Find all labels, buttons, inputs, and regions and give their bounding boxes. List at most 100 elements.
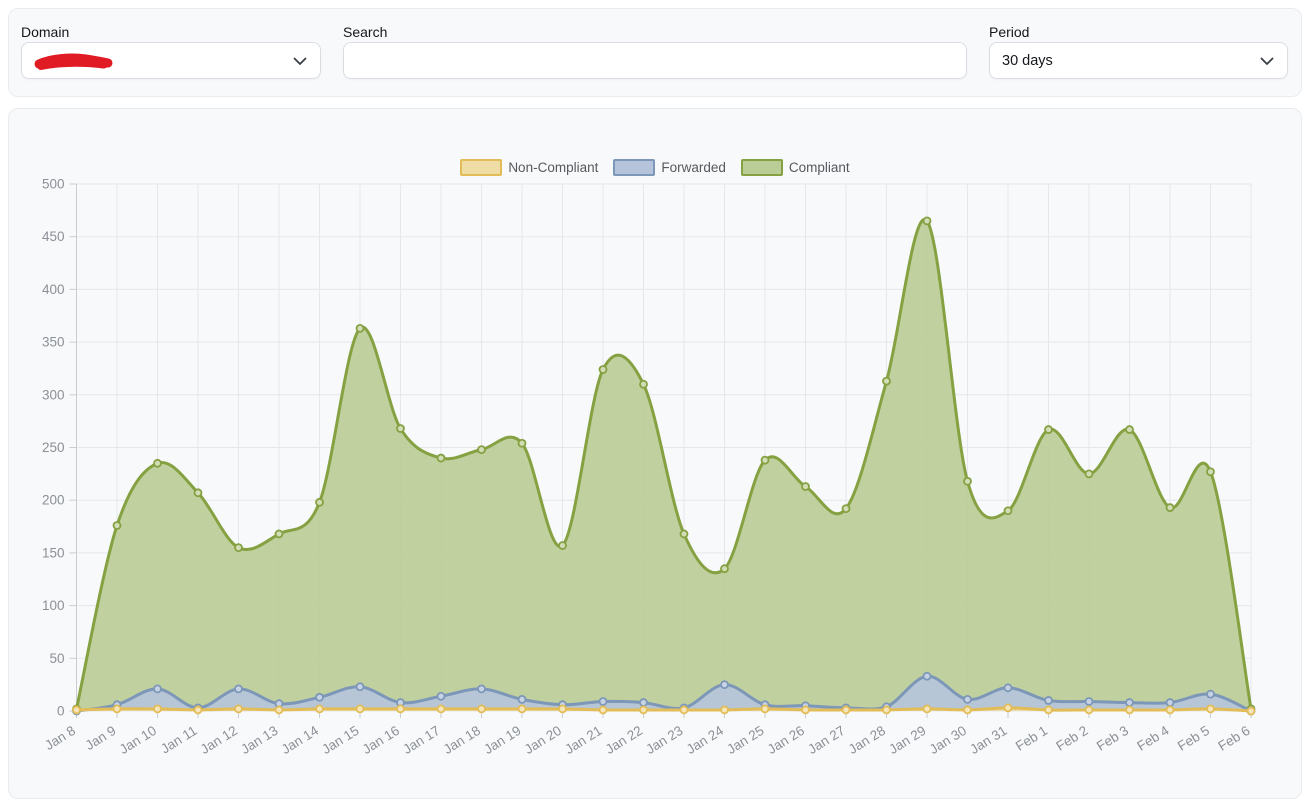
chart-legend: Non-Compliant Forwarded Compliant (9, 159, 1301, 176)
point-non-compliant[interactable] (1165, 705, 1175, 715)
point-non-compliant[interactable] (922, 704, 932, 714)
x-tick-label: Jan 23 (643, 723, 685, 757)
legend-label: Non-Compliant (508, 160, 599, 175)
point-forwarded[interactable] (1206, 689, 1215, 699)
point-compliant[interactable] (882, 376, 891, 386)
point-non-compliant[interactable] (1206, 704, 1215, 714)
point-forwarded[interactable] (436, 691, 446, 701)
point-compliant[interactable] (720, 564, 729, 574)
point-compliant[interactable] (1003, 506, 1013, 516)
point-compliant[interactable] (477, 445, 486, 455)
point-compliant[interactable] (558, 541, 567, 550)
point-compliant[interactable] (639, 379, 648, 389)
point-forwarded[interactable] (1165, 698, 1175, 707)
legend-swatch-icon (740, 159, 783, 176)
point-compliant[interactable] (517, 438, 527, 448)
point-forwarded[interactable] (1125, 698, 1134, 707)
point-compliant[interactable] (598, 365, 608, 374)
point-compliant[interactable] (963, 476, 972, 486)
x-tick-label: Feb 4 (1134, 723, 1172, 754)
period-select[interactable]: 30 days (989, 42, 1288, 79)
point-forwarded[interactable] (153, 684, 162, 694)
legend-swatch-icon (460, 159, 503, 176)
compliance-area-chart[interactable]: 0 50 100 150 200 250 300 350 400 450 500 Jan 8 Jan 9… (9, 109, 1301, 798)
point-compliant[interactable] (1165, 503, 1175, 512)
point-compliant[interactable] (760, 455, 770, 465)
point-non-compliant[interactable] (720, 705, 729, 715)
point-non-compliant[interactable] (477, 704, 486, 714)
point-non-compliant[interactable] (1044, 705, 1053, 715)
point-compliant[interactable] (193, 488, 203, 498)
x-tick-label: Feb 6 (1215, 723, 1252, 754)
y-tick-label: 450 (42, 229, 65, 244)
point-forwarded[interactable] (517, 695, 527, 704)
x-tick-label: Jan 11 (158, 723, 199, 757)
domain-select[interactable] (21, 42, 321, 79)
point-compliant[interactable] (112, 521, 122, 530)
point-forwarded[interactable] (922, 671, 932, 681)
point-compliant[interactable] (1044, 425, 1053, 434)
point-compliant[interactable] (315, 497, 324, 507)
legend-item-non-compliant[interactable]: Non-Compliant (460, 159, 598, 176)
point-non-compliant[interactable] (234, 704, 243, 714)
point-non-compliant[interactable] (274, 705, 284, 715)
point-compliant[interactable] (153, 458, 162, 468)
point-forwarded[interactable] (1084, 697, 1094, 706)
point-non-compliant[interactable] (882, 705, 891, 715)
point-non-compliant[interactable] (1003, 703, 1013, 713)
point-compliant[interactable] (679, 529, 689, 539)
point-non-compliant[interactable] (841, 705, 851, 715)
chart-card: Non-Compliant Forwarded Compliant 0 50 100 15… (8, 108, 1302, 799)
legend-item-compliant[interactable]: Compliant (740, 159, 850, 176)
point-non-compliant[interactable] (517, 704, 527, 714)
point-forwarded[interactable] (1003, 683, 1013, 693)
point-compliant[interactable] (274, 529, 284, 539)
point-compliant[interactable] (1084, 469, 1094, 479)
point-compliant[interactable] (922, 216, 932, 226)
point-compliant[interactable] (841, 504, 851, 514)
legend-item-forwarded[interactable]: Forwarded (613, 159, 726, 176)
point-non-compliant[interactable] (760, 704, 770, 714)
point-forwarded[interactable] (639, 698, 648, 707)
point-forwarded[interactable] (963, 695, 972, 704)
search-input[interactable] (343, 42, 967, 79)
point-non-compliant[interactable] (193, 705, 203, 715)
x-tick-label: Jan 30 (927, 723, 969, 757)
point-non-compliant[interactable] (639, 705, 648, 715)
point-compliant[interactable] (1125, 425, 1134, 434)
point-forwarded[interactable] (234, 684, 243, 694)
point-forwarded[interactable] (315, 692, 324, 702)
point-compliant[interactable] (801, 482, 810, 491)
point-forwarded[interactable] (1044, 696, 1053, 705)
point-compliant[interactable] (436, 453, 446, 463)
point-non-compliant[interactable] (355, 704, 365, 714)
point-non-compliant[interactable] (1084, 705, 1094, 715)
point-non-compliant[interactable] (315, 704, 324, 714)
point-non-compliant[interactable] (801, 705, 810, 715)
point-non-compliant[interactable] (1246, 706, 1256, 716)
point-forwarded[interactable] (477, 684, 486, 694)
point-non-compliant[interactable] (72, 705, 81, 715)
point-non-compliant[interactable] (153, 704, 162, 714)
y-tick-label: 50 (49, 651, 64, 666)
point-non-compliant[interactable] (963, 705, 972, 715)
point-compliant[interactable] (355, 323, 365, 333)
y-tick-label: 300 (42, 387, 65, 402)
chevron-down-icon (1260, 57, 1274, 65)
point-forwarded[interactable] (355, 682, 365, 692)
point-compliant[interactable] (234, 543, 243, 553)
x-tick-label: Jan 29 (886, 723, 928, 757)
point-forwarded[interactable] (598, 697, 608, 706)
point-non-compliant[interactable] (436, 704, 446, 714)
point-non-compliant[interactable] (396, 704, 405, 714)
point-non-compliant[interactable] (1125, 705, 1134, 715)
point-non-compliant[interactable] (558, 704, 567, 714)
x-tick-label: Feb 3 (1094, 723, 1131, 754)
point-non-compliant[interactable] (112, 704, 122, 714)
point-non-compliant[interactable] (598, 705, 608, 715)
point-non-compliant[interactable] (679, 705, 689, 715)
point-forwarded[interactable] (720, 680, 729, 690)
point-compliant[interactable] (1206, 467, 1215, 477)
point-compliant[interactable] (396, 424, 405, 433)
